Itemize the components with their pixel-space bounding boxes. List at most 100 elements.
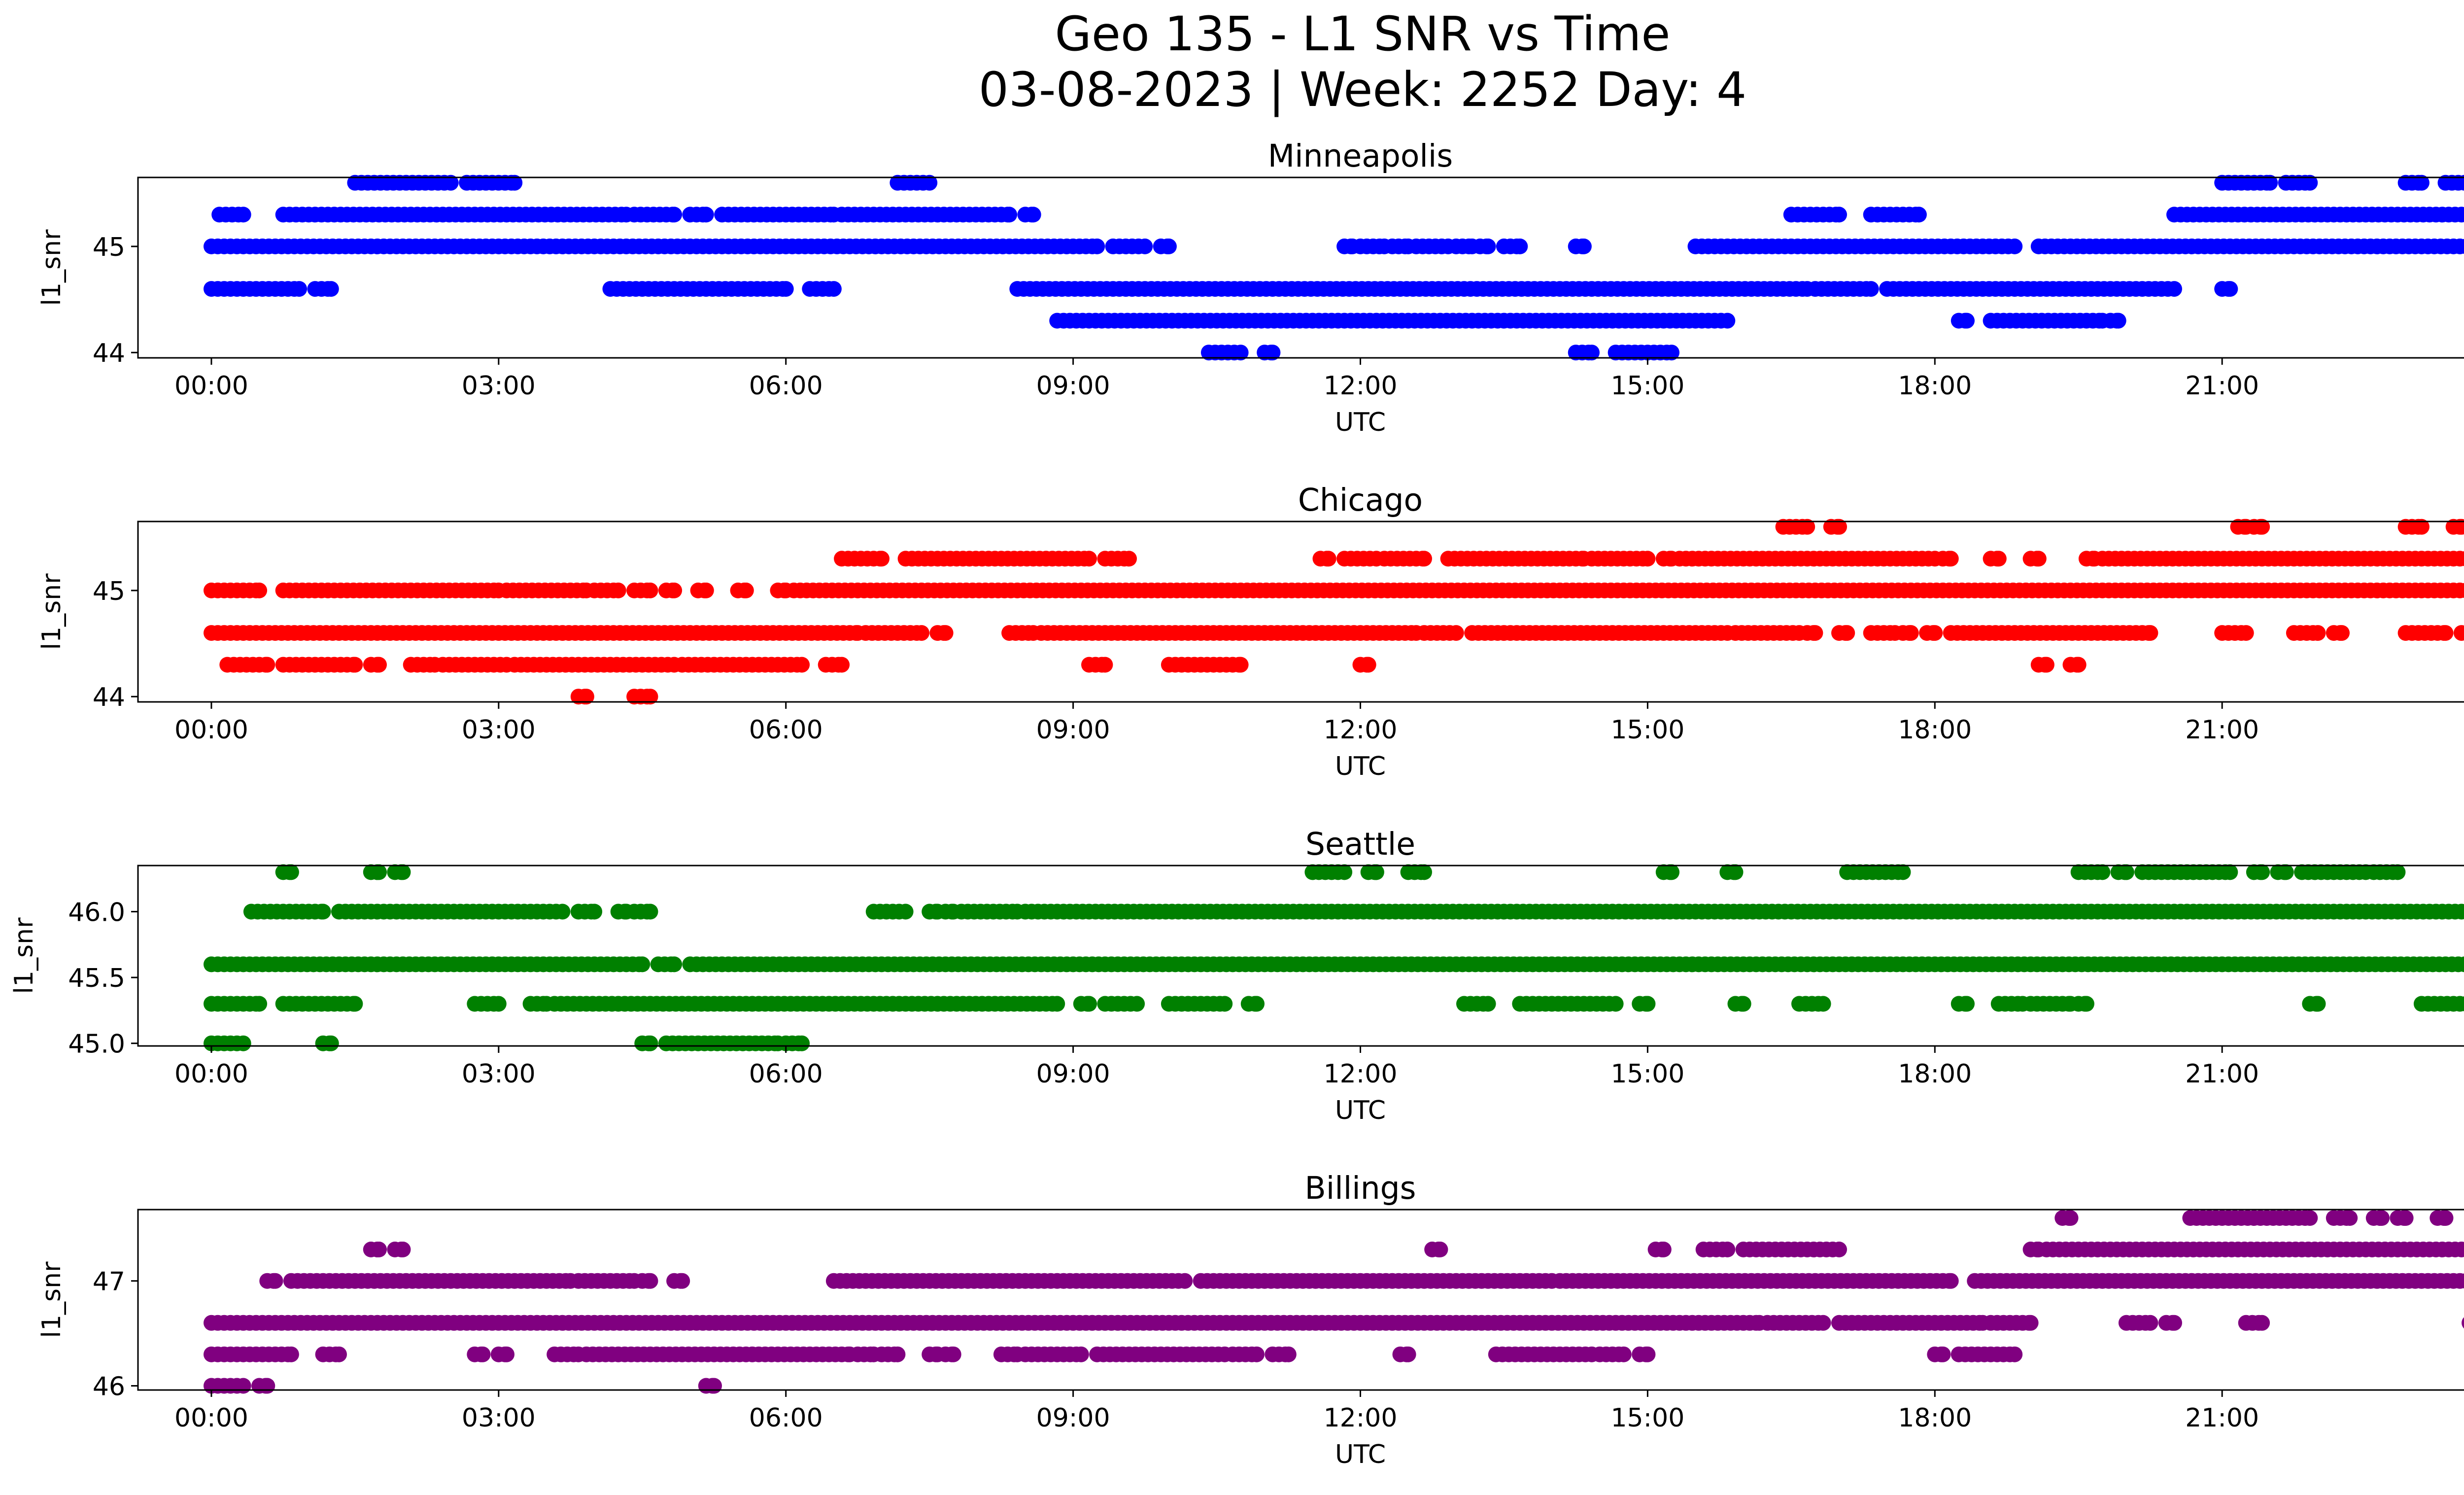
data-point [2437,625,2454,641]
data-point [1990,551,2007,567]
data-point [2030,551,2047,567]
data-point [2310,996,2326,1012]
data-point [1935,1346,1951,1362]
data-point [914,625,929,641]
data-point [1727,864,1744,880]
data-point [778,281,794,297]
y-tick-label: 46.0 [68,898,125,928]
data-point [2254,864,2270,880]
data-point [395,864,411,880]
data-point [1161,238,1177,254]
y-axis-label: l1_snr [9,917,39,994]
y-axis-label: l1_snr [37,1261,67,1338]
data-point [371,864,387,880]
data-point [1081,551,1097,567]
axes-frame [137,521,2464,703]
data-points [204,174,2464,361]
x-tick-label: 12:00 [1324,1403,1398,1433]
data-point [2460,208,2464,222]
data-point [2413,519,2430,535]
data-point [2007,1346,2023,1362]
y-tick-label: 47 [93,1267,125,1297]
data-point [2390,864,2406,880]
data-point [554,904,571,920]
data-point [2142,625,2158,641]
data-point [499,1346,514,1362]
data-point [874,551,890,567]
data-point [2166,1315,2182,1331]
x-tick-label: 12:00 [1324,1059,1398,1089]
data-point [1831,1241,1847,1257]
x-tick-label: 21:00 [2185,1059,2259,1089]
data-point [1448,625,1464,641]
data-point [666,207,683,223]
data-point [578,689,594,705]
data-point [371,1241,387,1257]
y-tick-label: 45 [93,233,125,262]
data-point [2458,1273,2464,1289]
data-point [2310,625,2326,641]
data-point [1265,345,1281,361]
subplot-panels: Minneapolis 00:00 03:00 06:00 09:00 12:00 15:0… [9,138,2464,1469]
data-point [1615,1346,1632,1362]
data-point [922,174,938,191]
data-point [2262,174,2278,191]
data-point [1360,657,1376,673]
data-point [642,582,658,598]
x-tick-label: 06:00 [749,371,823,401]
data-point [1640,1346,1656,1362]
x-axis-label: UTC [1335,1440,1386,1469]
figure-title-line2: 03-08-2023 | Week: 2252 Day: 4 [979,62,1747,118]
subplot-billings: Billings 00:00 03:00 06:00 09:00 12:00 15:00 18… [37,1170,2464,1469]
data-point [1336,864,1353,880]
data-point [1927,625,1943,641]
data-points [204,1210,2464,1394]
x-tick-label: 00:00 [174,371,248,401]
data-point [507,174,523,191]
data-point [283,1346,299,1362]
data-point [1664,345,1679,361]
data-point [490,996,507,1012]
x-tick-label: 18:00 [1898,1403,1972,1433]
x-tick-label: 21:00 [2185,715,2259,745]
data-point [2222,281,2238,297]
data-point [1001,207,1018,223]
subplot-chicago: Chicago 00:00 03:00 06:00 09:00 12:00 15:00 18:… [37,482,2464,781]
data-point [291,281,308,297]
data-point [1280,1346,1297,1362]
data-point [2462,1317,2464,1329]
data-point [315,904,331,920]
data-point [2334,625,2350,641]
figure-title-line1: Geo 135 - L1 SNR vs Time [1055,6,1671,62]
x-tick-label: 09:00 [1036,371,1110,401]
data-point [1959,313,1975,329]
x-tick-label: 00:00 [174,1059,248,1089]
data-point [698,207,714,223]
subplot-minneapolis: Minneapolis 00:00 03:00 06:00 09:00 12:00 15:0… [37,138,2464,437]
data-point [1608,996,1624,1012]
data-point [1575,238,1592,254]
data-point [2302,1210,2318,1226]
data-point [1232,657,1249,673]
data-point [2460,1242,2464,1256]
y-tick-label: 44 [93,683,125,712]
data-point [1432,1241,1448,1257]
data-point [1719,1241,1736,1257]
data-point [2142,1315,2158,1331]
x-tick-label: 18:00 [1898,1059,1972,1089]
x-tick-label: 03:00 [462,715,536,745]
data-points [204,864,2464,1051]
y-axis-label: l1_snr [37,229,67,306]
data-point [1584,345,1600,361]
data-point [1863,281,1879,297]
axes-frame [137,1209,2464,1391]
x-tick-label: 12:00 [1324,371,1398,401]
data-point [1664,864,1679,880]
axes-frame [137,176,2464,359]
data-point [2458,551,2464,566]
data-point [259,1378,275,1394]
data-point [897,904,914,920]
data-point [2462,177,2464,189]
data-point [2374,1210,2390,1226]
